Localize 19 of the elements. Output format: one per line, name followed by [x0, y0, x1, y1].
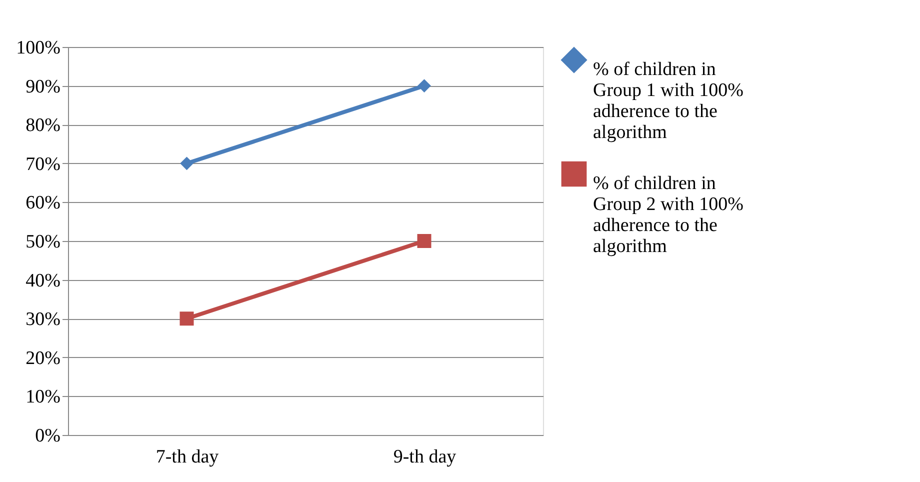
y-tick-label: 30%	[26, 309, 61, 330]
y-tick-label: 50%	[26, 232, 61, 252]
point	[180, 312, 194, 326]
y-tick-label: 20%	[26, 348, 61, 369]
y-tick-label: 40%	[26, 270, 61, 292]
y-tick-label: 0%	[35, 426, 61, 446]
point	[180, 156, 194, 170]
y-tick-label: 90%	[26, 76, 61, 98]
point	[417, 234, 432, 248]
x-tick-label: 9-th day	[393, 446, 457, 468]
x-tick-label: 7-th day	[156, 446, 220, 468]
y-tick-label: 10%	[26, 386, 61, 408]
y-tick-label: 100%	[16, 38, 61, 58]
legend-label: % of children in Group 1 with 100% adherence to the algorithm	[593, 59, 744, 143]
legend-label: % of children in Group 2 with 100% adherence to the algorithm	[593, 173, 744, 257]
y-tick-label: 80%	[26, 115, 61, 136]
point	[418, 79, 431, 93]
y-tick-label: 70%	[26, 154, 61, 175]
y-tick-label: 60%	[26, 192, 61, 214]
